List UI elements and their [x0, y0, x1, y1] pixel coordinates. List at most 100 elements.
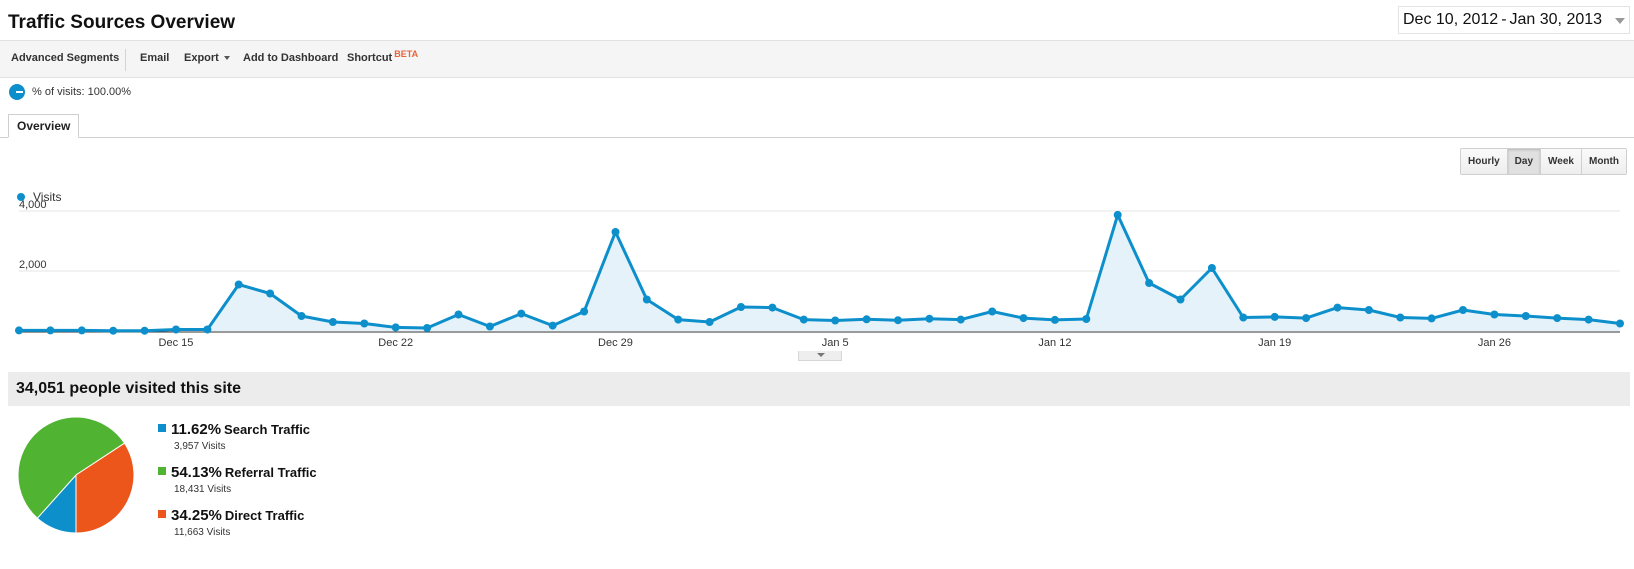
visits-point — [799, 315, 808, 324]
segment-pie-icon — [9, 84, 25, 100]
visits-point — [203, 325, 212, 334]
segment-label: % of visits: 100.00% — [32, 86, 132, 98]
direct-name: Direct Traffic — [224, 508, 305, 523]
visits-point — [1207, 264, 1216, 272]
source-search[interactable]: 11.62% Search Traffic 3,957 Visits — [158, 421, 310, 452]
add-to-dashboard-button[interactable]: Add to Dashboard — [243, 52, 339, 64]
visits-point — [1145, 279, 1154, 287]
visits-point — [360, 319, 369, 328]
visits-point — [1459, 306, 1467, 314]
search-name: Search Traffic — [224, 422, 311, 437]
visits-point — [925, 314, 934, 323]
period-week-button[interactable]: Week — [1541, 149, 1582, 174]
source-direct[interactable]: 34.25% Direct Traffic 11,663 Visits — [158, 507, 304, 538]
visits-point — [737, 303, 745, 311]
visits-point — [297, 312, 306, 320]
visits-point — [77, 326, 86, 335]
x-tick-label: Dec 29 — [598, 337, 633, 349]
visits-point — [1364, 306, 1373, 314]
x-tick-label: Jan 5 — [822, 337, 849, 349]
visits-point — [517, 309, 526, 318]
visits-point — [642, 295, 651, 304]
export-button[interactable]: Export — [184, 52, 230, 64]
date-separator: - — [1501, 11, 1507, 28]
referral-name: Referral Traffic — [224, 465, 317, 480]
legend-label-visits: Visits — [33, 190, 62, 204]
visits-point — [1270, 312, 1279, 321]
direct-slice[interactable] — [75, 442, 135, 534]
visits-point — [1490, 310, 1499, 319]
segment-indicator[interactable]: % of visits: 100.00% — [9, 84, 131, 100]
direct-visits: 11,663 Visits — [174, 527, 231, 538]
visits-point — [768, 303, 777, 312]
date-start: Dec 10, 2012 — [1403, 11, 1499, 28]
source-referral[interactable]: 54.13% Referral Traffic 18,431 Visits — [158, 464, 317, 495]
visits-point — [611, 228, 620, 236]
visits-point — [172, 325, 180, 334]
visits-line-chart[interactable]: 2,000 4,000 Dec 15 Dec 22 Dec 29 Jan 5 Jan 12 J… — [0, 200, 1634, 355]
toolbar-divider — [125, 49, 126, 71]
period-selector: Hourly Day Week Month — [1460, 148, 1627, 175]
date-range-picker[interactable]: Dec 10, 2012 - Jan 30, 2013 — [1398, 6, 1630, 34]
chevron-down-icon — [223, 56, 230, 61]
visits-point — [705, 318, 714, 326]
advanced-segments-button[interactable]: Advanced Segments — [11, 52, 120, 64]
chart-collapse-handle[interactable] — [798, 351, 842, 361]
direct-percent: 34.25% — [171, 507, 222, 524]
visits-point — [1113, 210, 1122, 219]
visits-point — [674, 315, 683, 324]
x-tick-label: Jan 26 — [1478, 337, 1511, 349]
visits-point — [423, 324, 432, 332]
visits-point — [1019, 314, 1028, 323]
period-day-button[interactable]: Day — [1507, 149, 1542, 174]
y-tick-label: 2,000 — [19, 259, 47, 271]
visits-point — [46, 326, 55, 335]
visits-point — [1302, 314, 1311, 323]
visits-point — [391, 323, 400, 332]
visits-point — [831, 316, 840, 325]
x-tick-label: Dec 22 — [378, 337, 413, 349]
visits-point — [1427, 314, 1436, 323]
date-end: Jan 30, 2013 — [1509, 11, 1603, 28]
visits-point — [485, 322, 494, 331]
traffic-pie-chart[interactable] — [16, 415, 136, 535]
visits-series-line — [19, 213, 1621, 333]
chart-legend[interactable]: Visits — [17, 190, 61, 204]
visits-point — [109, 326, 118, 335]
beta-badge: BETA — [394, 49, 419, 59]
legend-dot-visits — [17, 193, 25, 201]
visits-point — [454, 310, 463, 319]
visits-point — [1239, 313, 1248, 322]
shortcut-label: Shortcut — [347, 52, 393, 64]
search-percent: 11.62% — [171, 421, 222, 438]
search-swatch — [158, 423, 166, 432]
visits-point — [140, 326, 149, 335]
visits-point — [1082, 315, 1091, 323]
visits-point — [988, 307, 997, 316]
visits-point — [548, 321, 557, 330]
visits-point — [15, 326, 23, 335]
referral-swatch — [158, 466, 166, 475]
tab-overview[interactable]: Overview — [8, 114, 80, 138]
chevron-down-icon[interactable] — [1615, 18, 1625, 24]
period-hourly-button[interactable]: Hourly — [1461, 149, 1508, 174]
visits-point — [1553, 314, 1562, 323]
visits-point — [580, 307, 589, 316]
report-toolbar: Advanced Segments Email Export Add to Da… — [0, 40, 1634, 78]
visits-area — [19, 214, 1620, 331]
visits-point — [234, 280, 243, 289]
visits-point — [266, 289, 275, 298]
email-button[interactable]: Email — [140, 52, 170, 64]
x-tick-label: Jan 12 — [1038, 337, 1071, 349]
shortcut-button[interactable]: Shortcut BETA — [347, 49, 419, 64]
visits-point — [862, 315, 871, 324]
visits-point — [1176, 295, 1185, 304]
direct-swatch — [158, 509, 166, 518]
referral-slice[interactable] — [17, 416, 126, 519]
visits-point — [1050, 315, 1059, 324]
x-tick-label: Dec 15 — [159, 337, 194, 349]
period-month-button[interactable]: Month — [1581, 149, 1626, 174]
x-tick-label: Jan 19 — [1258, 337, 1291, 349]
visits-point — [328, 318, 337, 326]
y-tick-label: 4,000 — [19, 200, 47, 211]
